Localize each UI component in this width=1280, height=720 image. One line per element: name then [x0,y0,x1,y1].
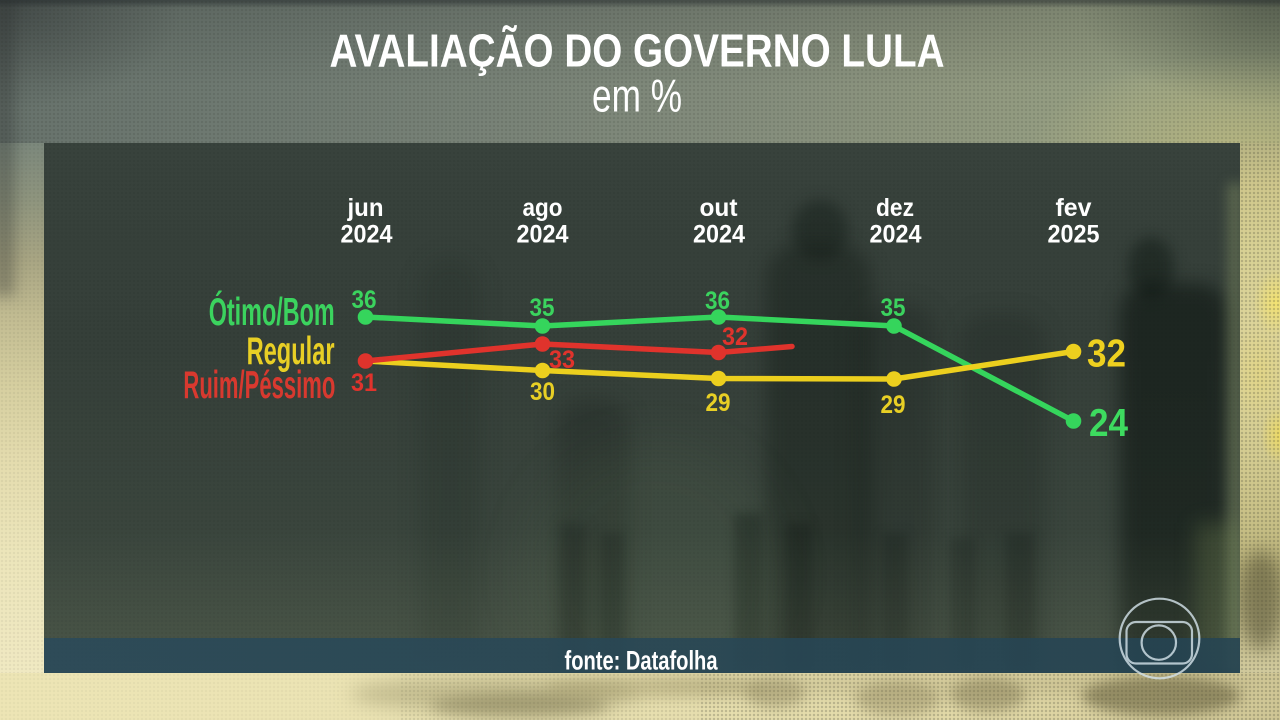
svg-text:33: 33 [549,346,575,374]
svg-text:dez: dez [876,194,914,222]
svg-text:fonte: Datafolha: fonte: Datafolha [565,646,719,676]
svg-text:29: 29 [706,389,731,417]
svg-text:32: 32 [1087,333,1126,376]
svg-text:31: 31 [351,369,377,397]
svg-text:2024: 2024 [870,221,922,249]
svg-text:out: out [700,194,739,222]
svg-text:ago: ago [523,194,563,222]
svg-text:32: 32 [722,323,748,351]
svg-text:Ótimo/Bom: Ótimo/Bom [209,290,335,334]
svg-text:em %: em % [592,70,682,122]
svg-text:AVALIAÇÃO DO GOVERNO LULA: AVALIAÇÃO DO GOVERNO LULA [330,25,945,77]
svg-text:Ruim/Péssimo: Ruim/Péssimo [183,364,335,407]
svg-text:jun: jun [347,194,384,222]
svg-text:36: 36 [352,286,377,314]
svg-text:24: 24 [1089,402,1128,445]
svg-text:Regular: Regular [247,330,335,373]
svg-text:2024: 2024 [517,221,569,249]
svg-text:35: 35 [881,294,906,322]
svg-text:2024: 2024 [341,221,393,249]
svg-text:29: 29 [881,391,906,419]
svg-text:fev: fev [1056,194,1092,222]
svg-text:2024: 2024 [693,221,745,249]
svg-text:30: 30 [530,378,555,406]
svg-text:35: 35 [530,294,555,322]
svg-text:2025: 2025 [1048,221,1100,249]
svg-text:36: 36 [705,287,730,315]
